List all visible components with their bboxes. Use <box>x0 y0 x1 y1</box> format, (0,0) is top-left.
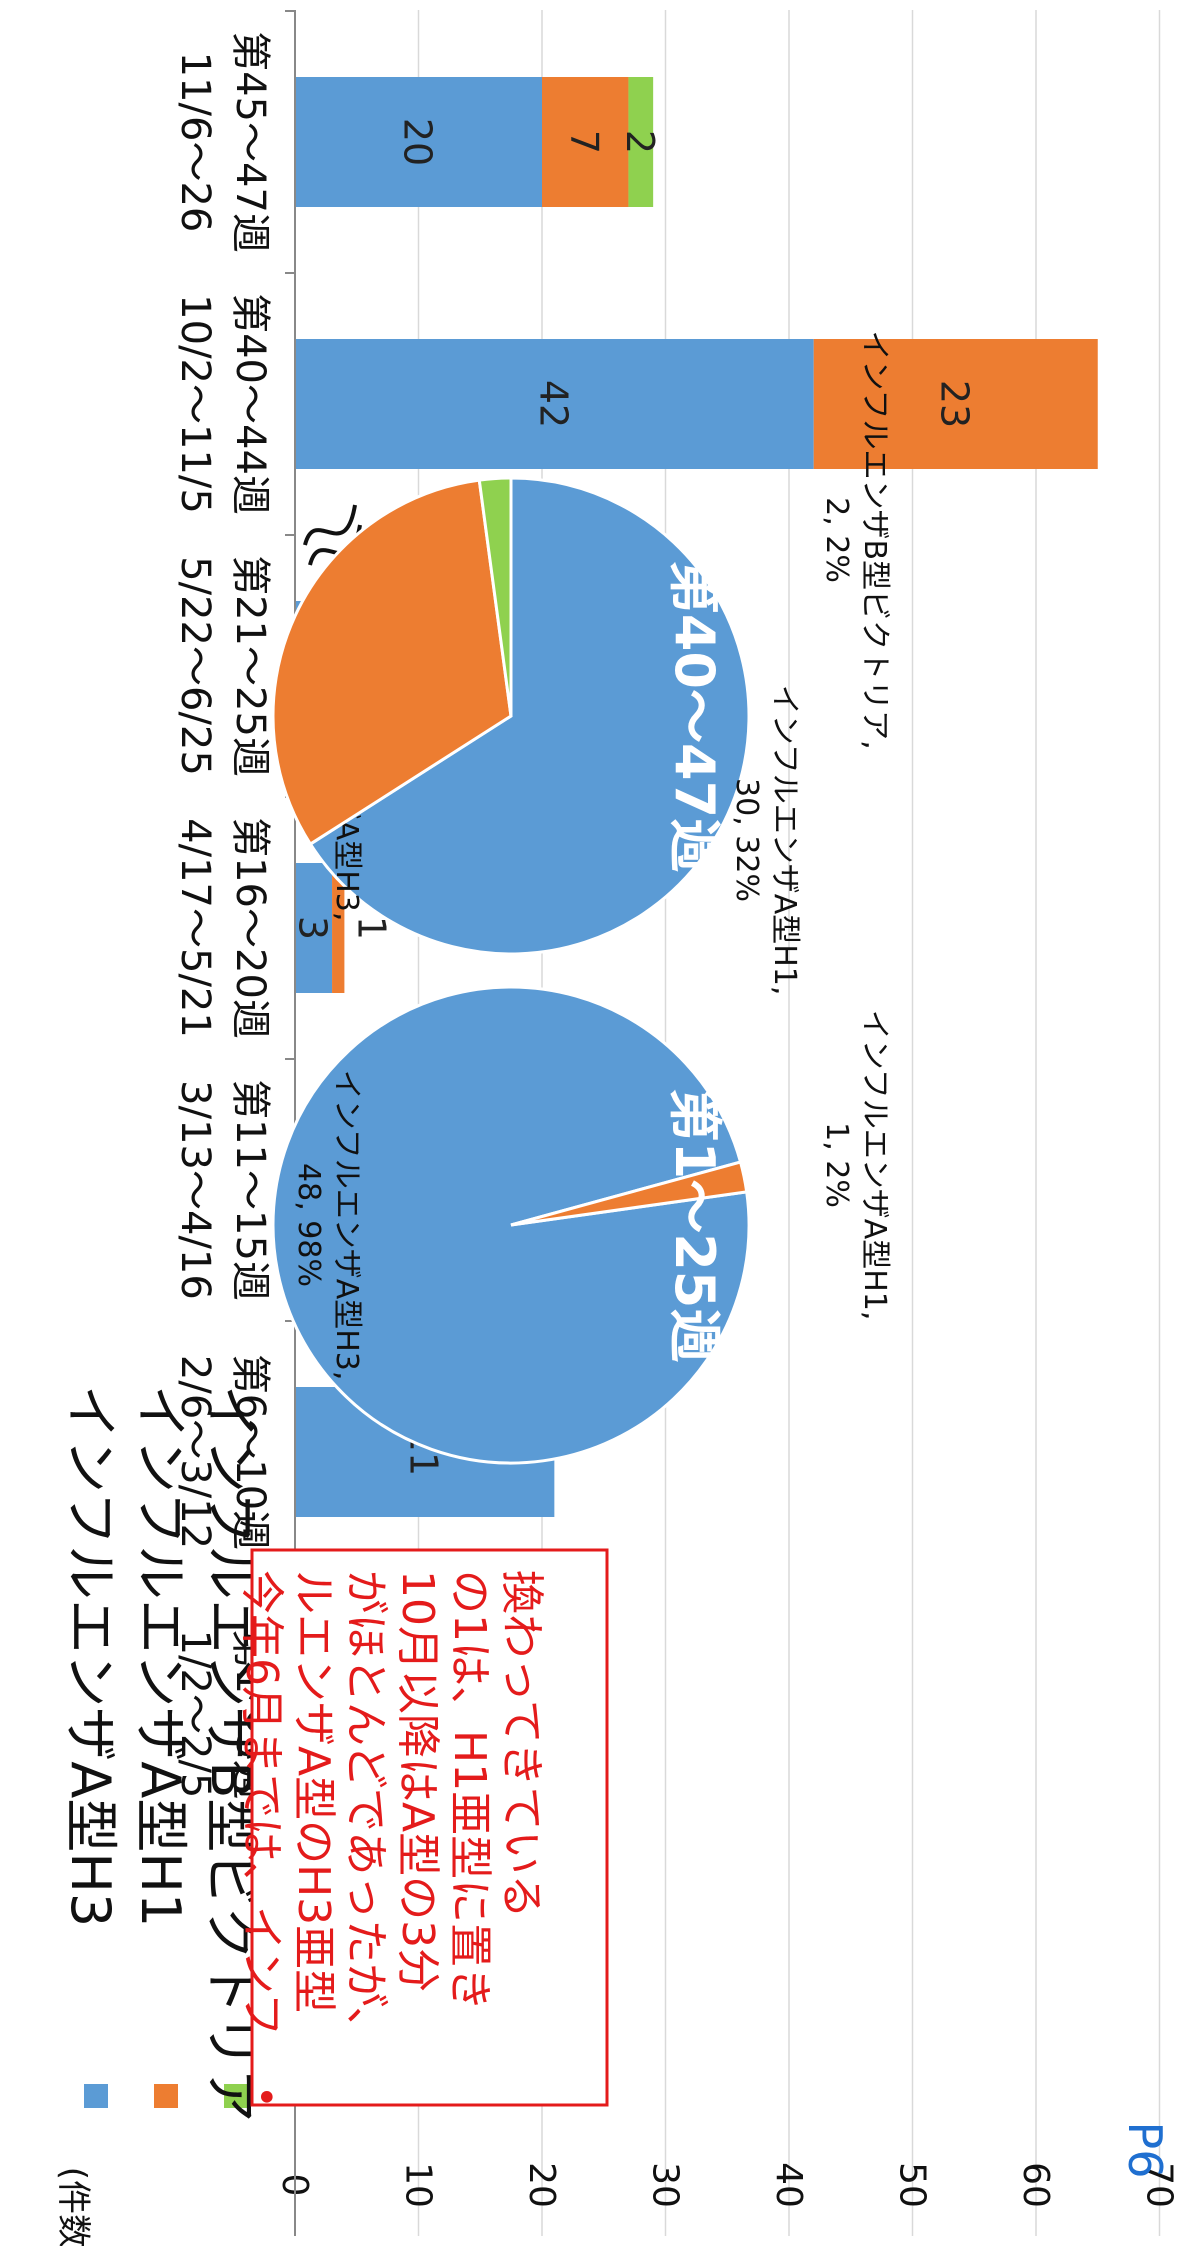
category-sublabel: 1/2～2/5 <box>172 1630 218 1799</box>
pie-slice-label: 30, 32% <box>729 778 764 902</box>
category-label: 第45～47週 <box>227 31 273 253</box>
note-border <box>250 1548 609 2107</box>
data-label: 7 <box>562 130 606 154</box>
y-tick-label: 40 <box>768 2162 809 2208</box>
pie-slice <box>271 478 513 847</box>
bar-segment <box>628 77 654 207</box>
category-label: 第21～25週 <box>227 555 273 777</box>
bar-segment <box>294 863 333 993</box>
data-label: 3 <box>291 916 335 940</box>
y-tick-label: 50 <box>892 2162 933 2208</box>
legend-label: インフルエンザA型H1 <box>129 1385 192 1927</box>
page-label: P6 <box>1118 2121 1172 2178</box>
data-label: 2 <box>618 130 662 154</box>
legend-label: インフルエンザA型H3 <box>59 1385 122 1927</box>
note-line: の1は、H1亜型に置き <box>444 1570 495 2011</box>
pie-slice <box>477 476 513 717</box>
category-sublabel: 11/6～26 <box>172 52 218 233</box>
pie-slice-label: 48, 98% <box>291 1163 326 1287</box>
bar-segment <box>295 77 542 207</box>
pie-slice-label: インフルエンザB型ビクトリア, <box>857 330 892 749</box>
y-tick-label: 60 <box>1015 2162 1056 2208</box>
pie-title: 第1～25週 <box>663 1088 726 1363</box>
legend-swatch <box>224 2084 248 2108</box>
pie-title: 第40～47週 <box>663 560 726 872</box>
bar-segment <box>295 339 814 469</box>
axes: 010203040506070第1～5週1/2～2/5第6～10週2/6～3/1… <box>172 10 1180 2236</box>
data-label: 42 <box>531 380 575 428</box>
category-label: 第6～10週 <box>227 1354 273 1550</box>
pie-slice-label: インフルエンザA型H3, <box>329 1070 364 1381</box>
pie-slice-label: 1, 2% <box>819 1122 854 1208</box>
category-label: 第11～15週 <box>227 1079 273 1301</box>
y-tick-label: 30 <box>645 2162 686 2208</box>
pie-charts: インフルエンザA型H3,48, 98% インフルエンザA型H1,1, 2%第1～2… <box>271 330 892 1465</box>
category-sublabel: 4/17～5/21 <box>172 818 218 1038</box>
pie-slice <box>510 1160 749 1227</box>
bar-segment <box>542 77 629 207</box>
pie-slice <box>308 476 751 956</box>
note-line: 換わってきている <box>496 1570 547 1918</box>
bar-segment <box>332 863 345 993</box>
category-sublabel: 2/6～3/12 <box>172 1355 218 1549</box>
legend-swatch <box>84 2084 108 2108</box>
pie-slice-label: インフルエンザA型H1, <box>857 1010 892 1321</box>
note-line: 今年6月までは、インフ <box>236 1570 287 2037</box>
note-box: • 今年6月までは、インフ ルエンザA型のH3亜型 がほとんどであったが、 10月以降は… <box>236 1548 609 2109</box>
note-bullet: • <box>242 2085 288 2109</box>
note-line: ルエンザA型のH3亜型 <box>288 1570 339 2013</box>
y-tick-label: 20 <box>521 2162 562 2208</box>
note-line: 10月以降はA型の3分 <box>392 1570 443 1992</box>
legend-swatch <box>154 2084 178 2108</box>
note-line: がほとんどであったが、 <box>340 1570 391 2050</box>
bar-segment <box>813 339 1098 469</box>
category-sublabel: 3/13～4/16 <box>172 1080 218 1300</box>
category-label: 第40～44週 <box>227 293 273 515</box>
y-tick-label: 70 <box>1139 2162 1180 2208</box>
category-sublabel: 5/22～6/25 <box>172 556 218 776</box>
pie-slice-label: 2, 2% <box>819 497 854 583</box>
data-label: 23 <box>933 380 977 428</box>
y-tick-label: 10 <box>398 2162 439 2208</box>
category-label: 第16～20週 <box>227 817 273 1039</box>
pie-slice-label: インフルエンザA型H1, <box>767 685 802 996</box>
data-label: 20 <box>396 118 440 166</box>
y-axis-unit: (件数) <box>53 2167 93 2246</box>
legend: インフルエンザA型H3 インフルエンザA型H1 インフルエンザB型ビクトリア <box>59 1385 262 2122</box>
category-sublabel: 10/2～11/5 <box>172 294 218 514</box>
